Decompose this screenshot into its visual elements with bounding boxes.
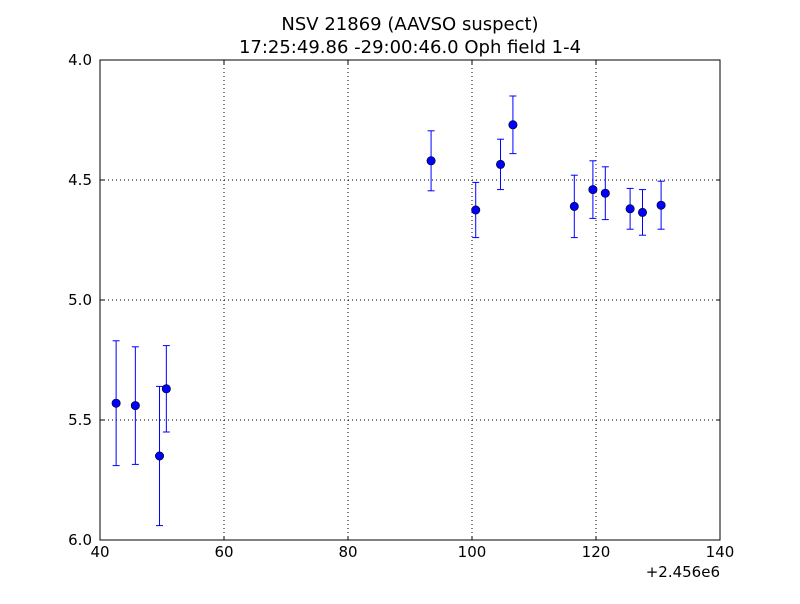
data-point [496,159,506,169]
x-tick-label: 100 [458,543,487,561]
data-points [111,120,666,461]
x-tick-label: 40 [90,543,109,561]
data-point [161,384,171,394]
data-point [426,156,436,166]
data-point [508,120,518,130]
axis-ticks: 40 60 80 100 120 140 4.0 4.5 5.0 5.5 6.0 [68,51,734,561]
data-point [600,188,610,198]
data-point [155,451,165,461]
x-tick-label: 120 [582,543,611,561]
data-point [588,185,598,195]
data-point [637,207,647,217]
chart-title-line-2: 17:25:49.86 -29:00:46.0 Oph field 1-4 [239,37,581,58]
y-tick-label: 6.0 [68,531,92,549]
y-tick-label: 5.0 [68,291,92,309]
y-tick-label: 5.5 [68,411,92,429]
data-point [569,201,579,211]
data-point [111,398,121,408]
data-point [656,200,666,210]
data-point [471,205,481,215]
y-tick-label: 4.5 [68,171,92,189]
grid-lines [100,60,720,540]
x-tick-label: 80 [338,543,357,561]
data-point [625,204,635,214]
chart-title-line-1: NSV 21869 (AAVSO suspect) [281,14,538,35]
x-tick-label: 140 [706,543,735,561]
x-tick-label: 60 [214,543,233,561]
x-offset-label: +2.456e6 [646,563,720,581]
data-point [130,401,140,411]
y-tick-label: 4.0 [68,51,92,69]
